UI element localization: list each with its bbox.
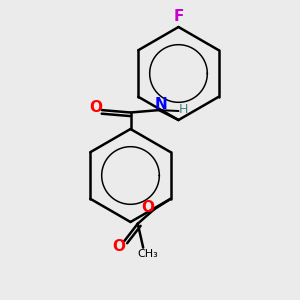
Text: N: N xyxy=(154,97,167,112)
Text: H: H xyxy=(179,103,189,116)
Text: O: O xyxy=(141,200,154,215)
Text: O: O xyxy=(89,100,102,115)
Text: O: O xyxy=(112,239,125,254)
Text: CH₃: CH₃ xyxy=(137,249,158,259)
Text: F: F xyxy=(173,9,184,24)
